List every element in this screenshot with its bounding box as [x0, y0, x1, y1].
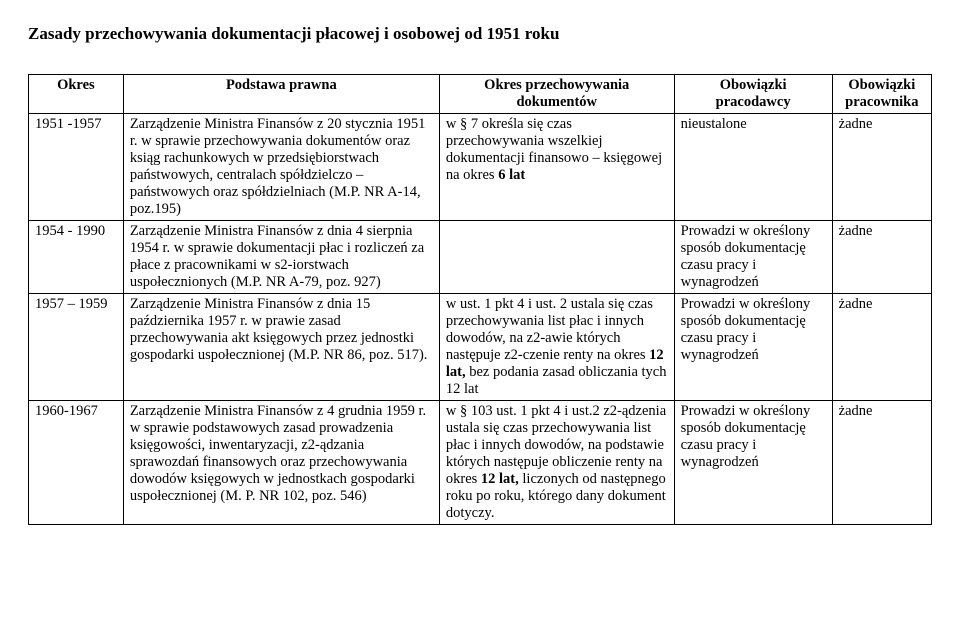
cell-podstawa: Zarządzenie Ministra Finansów z 4 grudni… — [123, 401, 439, 525]
cell-okres-przech: w ust. 1 pkt 4 i ust. 2 ustala się czas … — [439, 294, 674, 401]
cell-okres-przech — [439, 221, 674, 294]
cell-pracodawcy: nieustalone — [674, 114, 832, 221]
cell-okres: 1957 – 1959 — [29, 294, 124, 401]
cell-podstawa: Zarządzenie Ministra Finansów z dnia 4 s… — [123, 221, 439, 294]
cell-podstawa: Zarządzenie Ministra Finansów z dnia 15 … — [123, 294, 439, 401]
table-row: 1951 -1957 Zarządzenie Ministra Finansów… — [29, 114, 932, 221]
cell-pracodawcy: Prowadzi w określony sposób dokumentację… — [674, 221, 832, 294]
cell-okres: 1954 - 1990 — [29, 221, 124, 294]
th-pracownika: Obowiązki pracownika — [832, 75, 931, 114]
cell-okres-przech: w § 7 określa się czas przechowywania ws… — [439, 114, 674, 221]
page-title: Zasady przechowywania dokumentacji płaco… — [28, 24, 932, 44]
table-header-row: Okres Podstawa prawna Okres przechowywan… — [29, 75, 932, 114]
cell-okres: 1960-1967 — [29, 401, 124, 525]
retention-table: Okres Podstawa prawna Okres przechowywan… — [28, 74, 932, 525]
table-row: 1957 – 1959 Zarządzenie Ministra Finansó… — [29, 294, 932, 401]
th-podstawa: Podstawa prawna — [123, 75, 439, 114]
table-row: 1960-1967 Zarządzenie Ministra Finansów … — [29, 401, 932, 525]
th-pracodawcy: Obowiązki pracodawcy — [674, 75, 832, 114]
cell-pracownika: żadne — [832, 221, 931, 294]
cell-pracownika: żadne — [832, 114, 931, 221]
cell-pracownika: żadne — [832, 401, 931, 525]
th-okres-przech: Okres przechowywania dokumentów — [439, 75, 674, 114]
cell-pracodawcy: Prowadzi w określony sposób dokumentację… — [674, 294, 832, 401]
th-okres: Okres — [29, 75, 124, 114]
cell-okres: 1951 -1957 — [29, 114, 124, 221]
table-row: 1954 - 1990 Zarządzenie Ministra Finansó… — [29, 221, 932, 294]
cell-okres-przech: w § 103 ust. 1 pkt 4 i ust.2 z2-ądzenia … — [439, 401, 674, 525]
cell-podstawa: Zarządzenie Ministra Finansów z 20 stycz… — [123, 114, 439, 221]
cell-pracodawcy: Prowadzi w określony sposób dokumentację… — [674, 401, 832, 525]
cell-pracownika: żadne — [832, 294, 931, 401]
